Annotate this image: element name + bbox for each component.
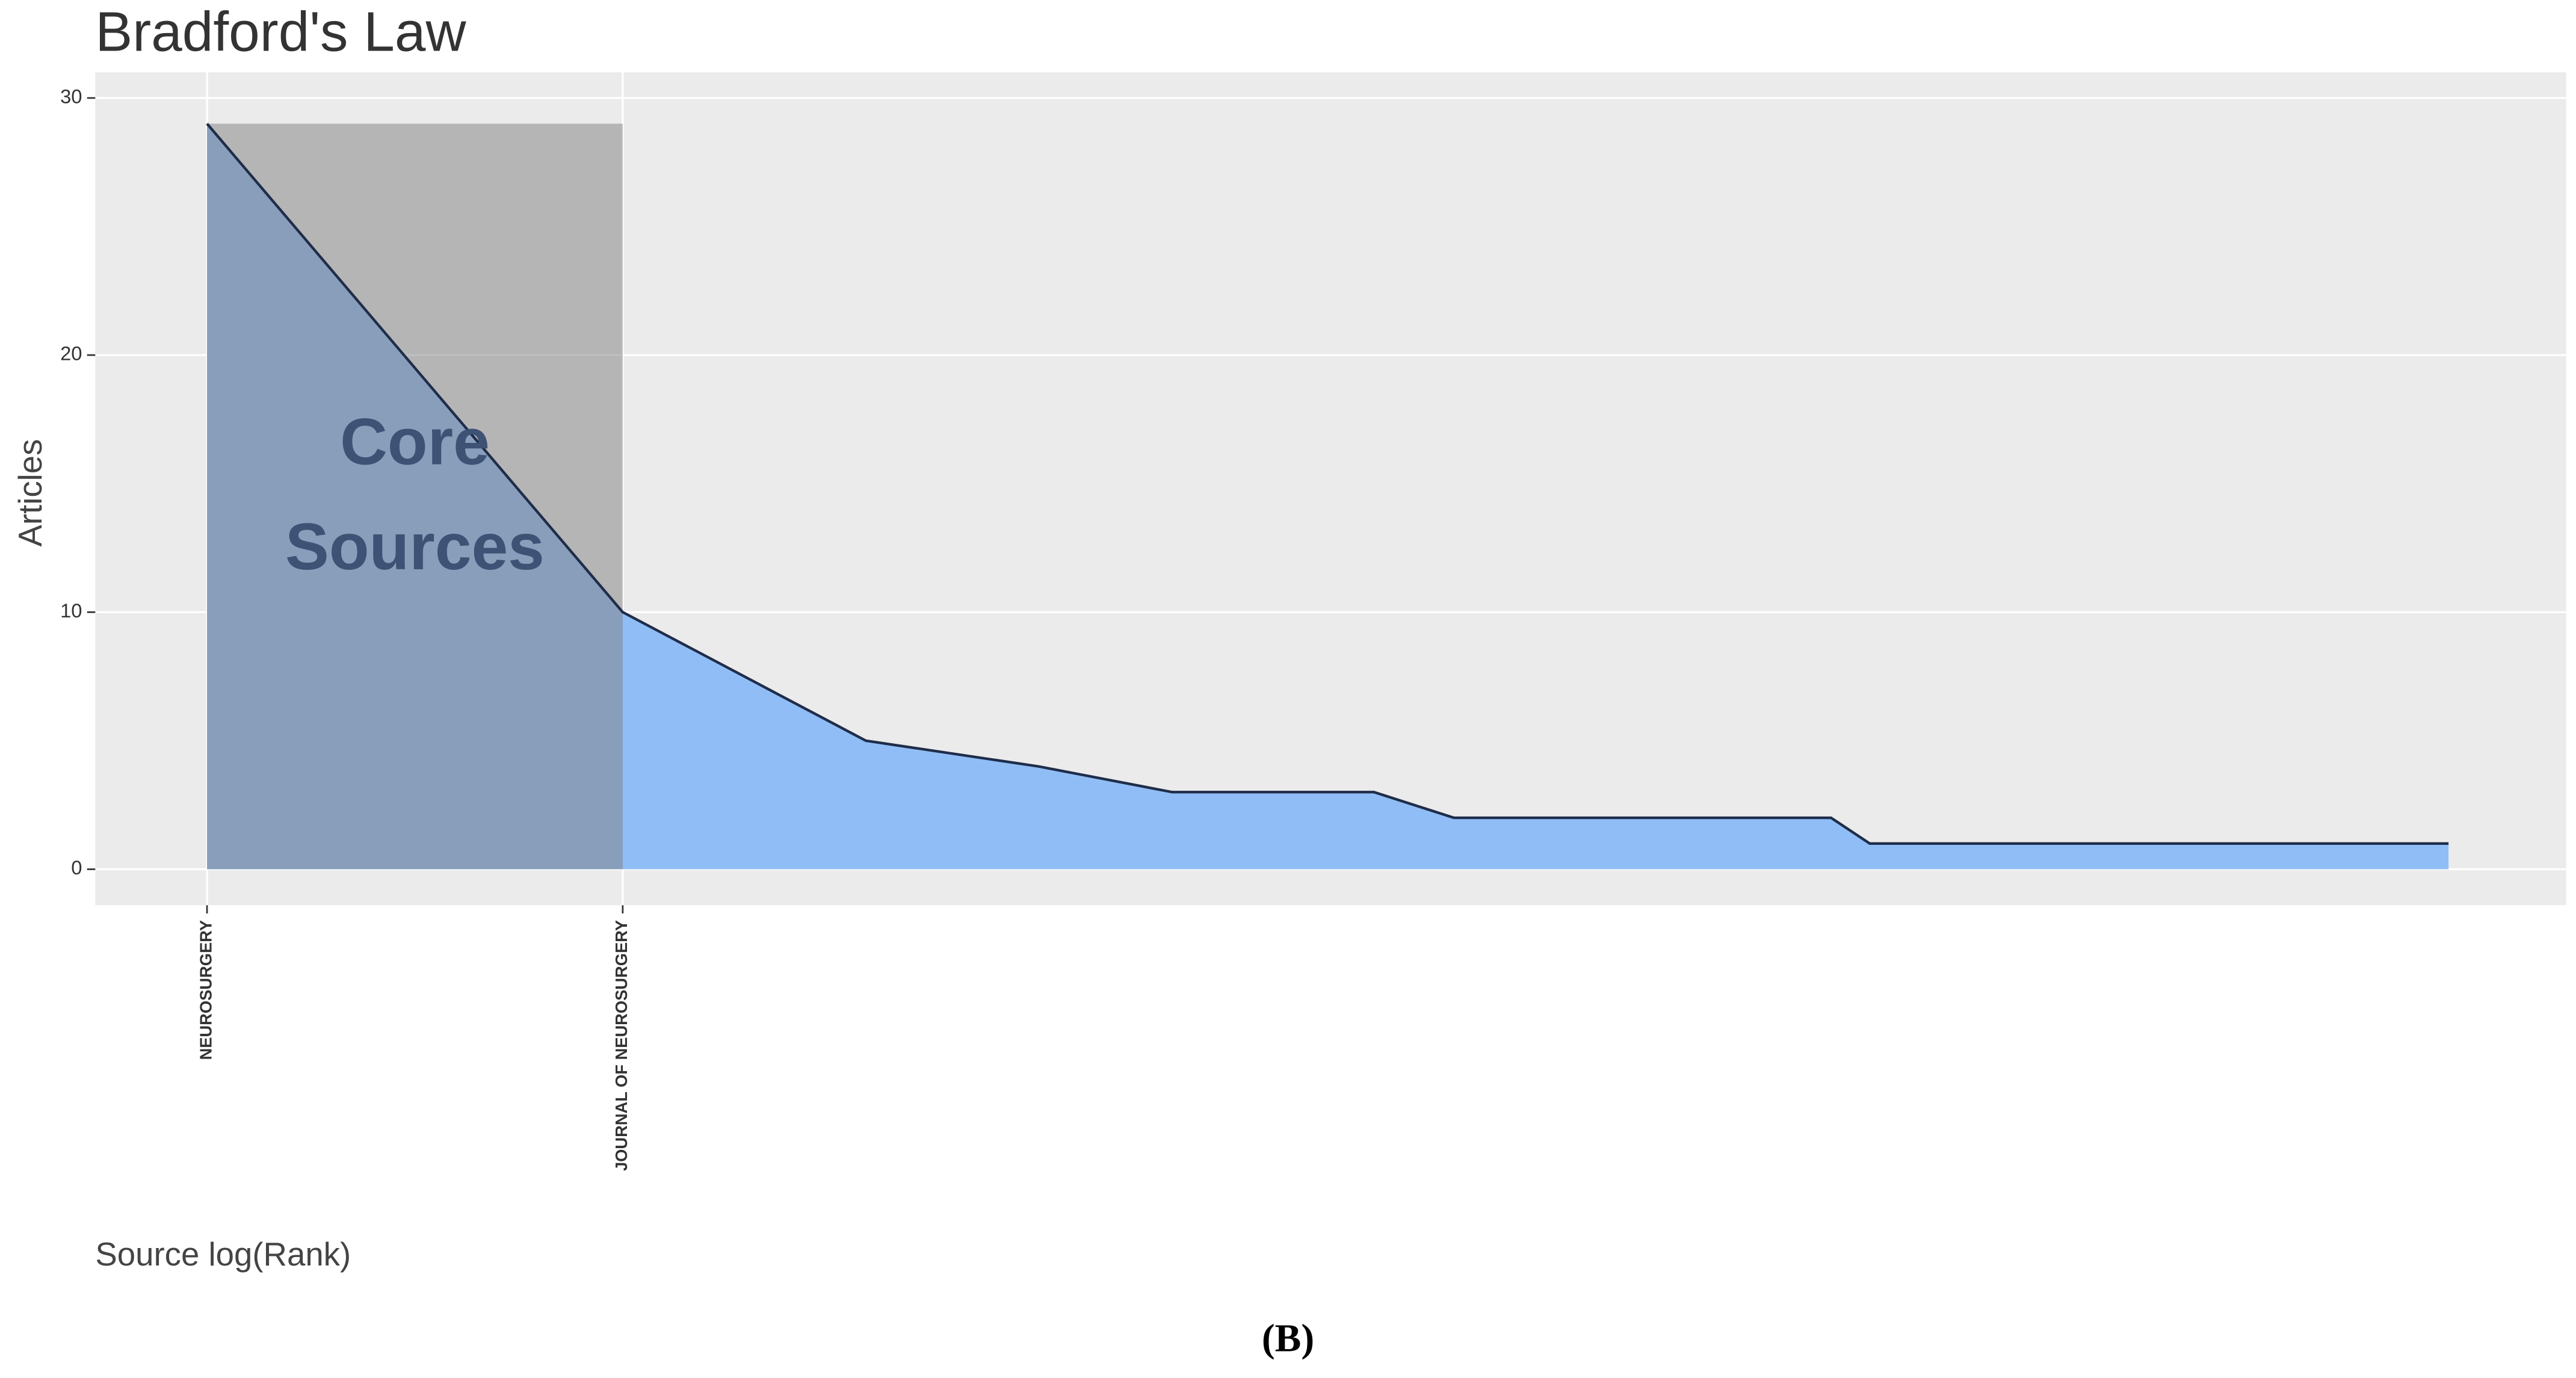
core-label: Sources <box>285 510 545 584</box>
core-label: Core <box>340 405 490 478</box>
x-tick-label: JOURNAL OF NEUROSURGERY <box>612 920 631 1171</box>
y-tick-label: 10 <box>60 599 82 622</box>
x-axis-title: Source log(Rank) <box>95 1236 351 1273</box>
core-zone <box>207 123 623 870</box>
caption: (B) <box>1262 1317 1314 1361</box>
y-tick-label: 20 <box>60 342 82 365</box>
chart-title: Bradford's Law <box>95 1 466 63</box>
line <box>206 123 2449 845</box>
y-tick-label: 0 <box>71 856 82 879</box>
y-tick-label: 30 <box>60 85 82 108</box>
y-axis-title: Articles <box>12 439 49 547</box>
x-tick-label: NEUROSURGERY <box>196 920 215 1060</box>
